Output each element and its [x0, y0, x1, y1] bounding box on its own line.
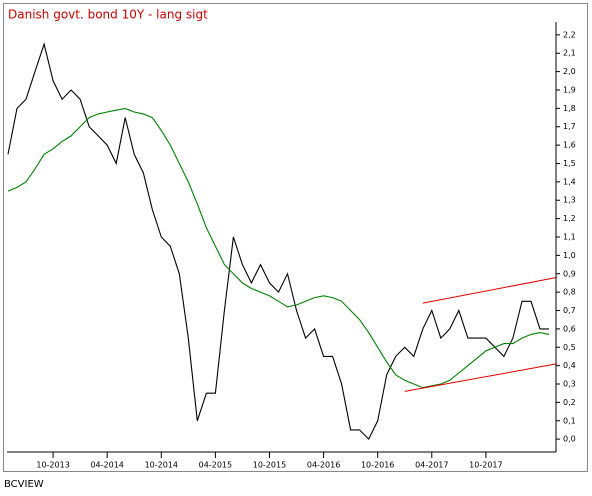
chart-title: Danish govt. bond 10Y - lang sigt	[8, 8, 208, 22]
y-tick-label: 1,1	[563, 233, 576, 242]
y-tick-label: 1,8	[563, 104, 576, 113]
y-tick-label: 1,5	[563, 159, 576, 168]
y-tick-label: 0,3	[563, 380, 576, 389]
x-tick-label: 10-2016	[361, 461, 394, 470]
y-tick-label: 2,2	[563, 30, 576, 39]
y-tick-label: 2,0	[563, 67, 576, 76]
trend-line	[404, 363, 558, 392]
y-tick-label: 1,9	[563, 85, 576, 94]
x-tick-label: 10-2014	[145, 461, 178, 470]
y-tick-label: 0,1	[563, 416, 576, 425]
y-tick-label: 2,1	[563, 49, 576, 58]
y-tick-label: 1,3	[563, 196, 576, 205]
x-tick-label: 04-2017	[415, 461, 448, 470]
x-tick-label: 10-2017	[469, 461, 502, 470]
x-tick-label: 04-2015	[199, 461, 232, 470]
y-tick-label: 0,9	[563, 269, 576, 278]
x-tick-label: 04-2014	[90, 461, 123, 470]
y-tick-label: 1,6	[563, 141, 576, 150]
y-tick-label: 0,5	[563, 343, 576, 352]
y-tick-label: 1,0	[563, 251, 576, 260]
series-line	[7, 42, 549, 441]
y-tick-label: 0,4	[563, 361, 576, 370]
y-tick-label: 0,7	[563, 306, 576, 315]
series-line	[7, 107, 550, 389]
x-tick-label: 10-2015	[253, 461, 286, 470]
footer: BCVIEW	[4, 479, 44, 490]
y-tick-label: 0,0	[563, 435, 576, 444]
x-tick-label: 10-2013	[36, 461, 69, 470]
x-tick-label: 04-2016	[307, 461, 340, 470]
y-tick-label: 0,2	[563, 398, 576, 407]
trend-line	[422, 276, 558, 304]
y-tick-label: 1,7	[563, 122, 576, 131]
chart-frame	[3, 3, 588, 472]
y-tick-label: 1,2	[563, 214, 576, 223]
y-tick-label: 0,6	[563, 324, 576, 333]
y-tick-label: 1,4	[563, 177, 576, 186]
y-tick-label: 0,8	[563, 288, 576, 297]
